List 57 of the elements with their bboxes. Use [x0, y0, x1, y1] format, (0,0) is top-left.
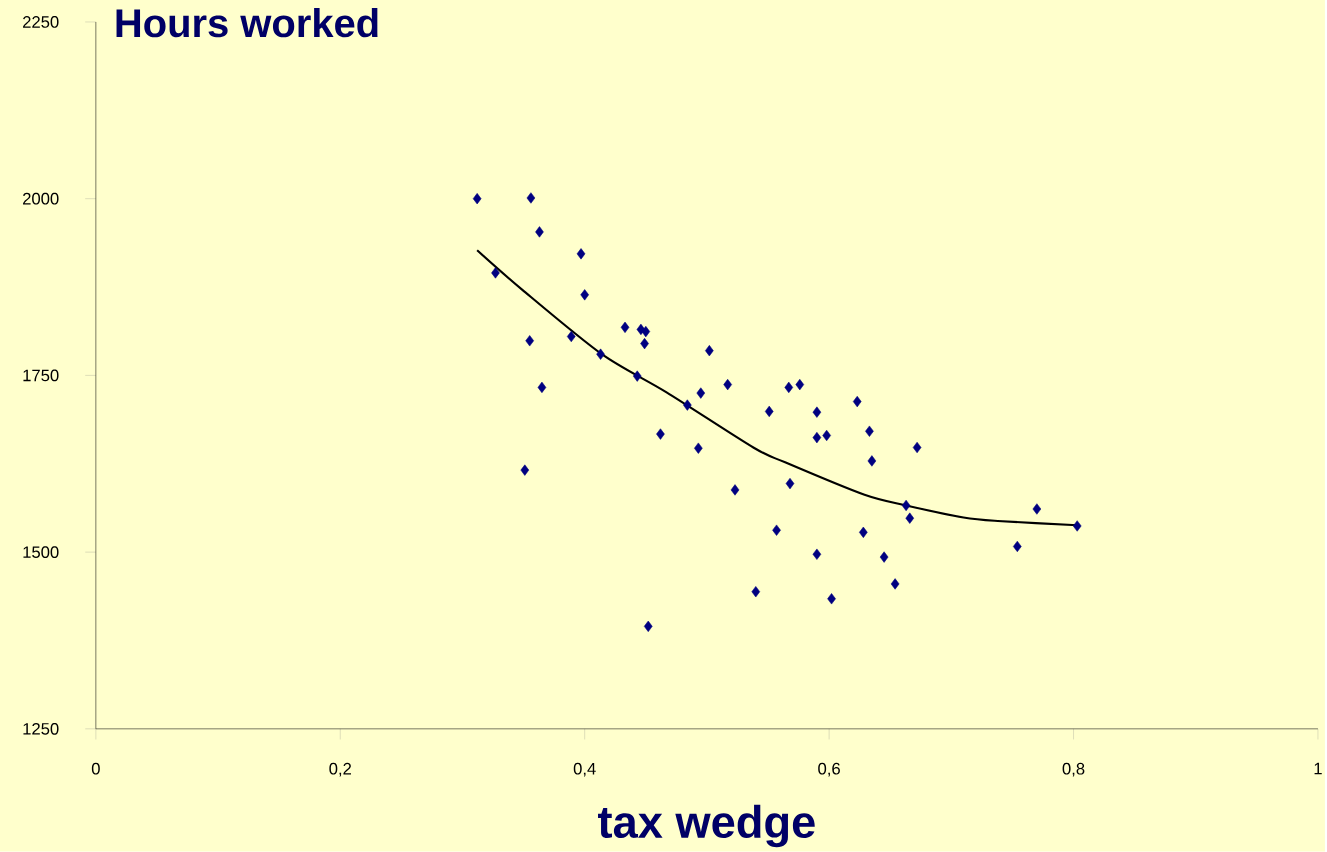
- x-axis-title: tax wedge: [598, 805, 815, 848]
- point: [812, 432, 822, 444]
- point: [723, 379, 732, 391]
- point: [867, 455, 877, 467]
- y-tick-label: 1750: [23, 369, 59, 382]
- point: [912, 442, 922, 454]
- y-tick-label: 2000: [23, 192, 59, 205]
- point: [1013, 541, 1022, 553]
- point: [526, 192, 536, 204]
- point: [576, 248, 586, 260]
- x-tick-label: 0,4: [573, 763, 596, 777]
- point: [537, 381, 547, 394]
- point: [879, 551, 889, 563]
- x-tick-label: 0,2: [329, 763, 351, 777]
- point: [1032, 503, 1042, 515]
- point: [1072, 520, 1082, 532]
- point: [795, 379, 805, 391]
- point: [901, 500, 911, 512]
- y-tick-label: 1500: [23, 546, 59, 559]
- point: [491, 267, 500, 279]
- point: [643, 620, 653, 633]
- x-tick-label: 0,6: [818, 763, 840, 777]
- point: [784, 381, 794, 394]
- point: [696, 387, 706, 399]
- x-tick-label: 1: [1314, 763, 1322, 775]
- point: [730, 484, 740, 496]
- point: [620, 321, 630, 334]
- point: [640, 338, 649, 350]
- point: [566, 331, 576, 343]
- point: [535, 226, 544, 238]
- point: [694, 442, 703, 454]
- point: [641, 326, 651, 338]
- point: [822, 430, 831, 442]
- point: [764, 406, 774, 418]
- point: [596, 348, 605, 360]
- point: [683, 399, 692, 411]
- point: [890, 578, 900, 590]
- point: [812, 548, 822, 561]
- point: [580, 289, 589, 301]
- point: [520, 464, 530, 476]
- point: [472, 193, 482, 205]
- point: [656, 428, 665, 440]
- point: [751, 586, 761, 598]
- x-tick-label: 0: [91, 763, 100, 775]
- x-tick-label: 0,8: [1062, 763, 1085, 777]
- point: [632, 370, 642, 382]
- point: [827, 593, 836, 605]
- y-tick-label: 1250: [23, 723, 59, 735]
- chart-title: Hours worked: [116, 8, 378, 38]
- point: [905, 512, 915, 524]
- point: [525, 335, 534, 347]
- point: [772, 524, 781, 536]
- point: [812, 406, 822, 418]
- point: [785, 478, 795, 490]
- point: [705, 345, 714, 357]
- y-tick-label: 2250: [23, 16, 59, 29]
- point: [852, 396, 862, 408]
